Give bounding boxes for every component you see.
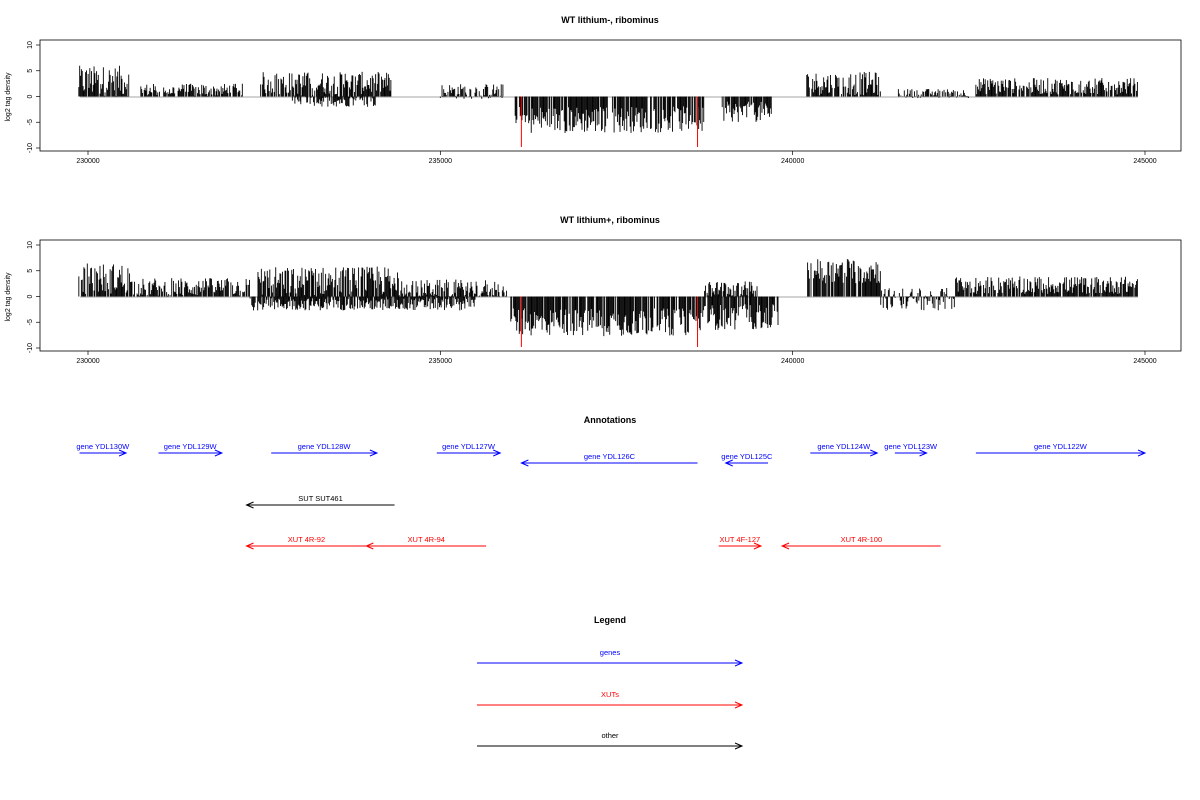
annotation-label: XUT 4R-94 — [408, 535, 445, 544]
density-bars — [78, 65, 1138, 133]
legend-items: genes XUTs other — [477, 648, 744, 750]
x-tick-label: 240000 — [781, 358, 804, 365]
annotation-label: gene YDL122W — [1034, 442, 1088, 451]
feature-arrowhead — [919, 449, 928, 457]
y-axis: 10 5 0 -5 -10 — [27, 241, 40, 353]
x-axis: 230000 235000 240000 245000 — [76, 151, 1157, 165]
panel-title: WT lithium+, ribominus — [560, 215, 660, 225]
y-tick-label: 10 — [27, 41, 34, 49]
legend-label: genes — [600, 648, 621, 657]
y-tick-label: -10 — [27, 143, 34, 153]
annotation-label: XUT 4R-100 — [841, 535, 883, 544]
x-tick-label: 230000 — [76, 158, 99, 165]
x-tick-label: 235000 — [429, 158, 452, 165]
annotation-feature: gene YDL122W — [975, 442, 1147, 457]
annotation-label: gene YDL126C — [584, 452, 636, 461]
x-tick-label: 245000 — [1133, 158, 1156, 165]
feature-arrowhead — [724, 459, 733, 467]
x-tick-label: 230000 — [76, 358, 99, 365]
y-axis-label: log2 tag density — [5, 272, 12, 322]
y-tick-label: 5 — [27, 69, 34, 73]
legend-label: XUTs — [601, 690, 619, 699]
feature-arrowhead — [1137, 449, 1147, 457]
feature-arrowhead — [734, 701, 744, 709]
legend: Legend genes XUTs other — [477, 615, 744, 750]
feature-arrowhead — [214, 449, 224, 457]
y-axis-label: log2 tag density — [5, 72, 12, 122]
panel-title: WT lithium-, ribominus — [561, 15, 659, 25]
plot-frame — [39, 239, 1182, 352]
x-axis: 230000 235000 240000 245000 — [76, 351, 1157, 365]
legend-item: XUTs — [477, 690, 744, 709]
density-bars — [78, 259, 1138, 337]
x-tick-label: 235000 — [429, 358, 452, 365]
legend-item: genes — [477, 648, 744, 667]
legend-title: Legend — [594, 615, 626, 625]
annotation-feature: XUT 4R-92 — [245, 535, 367, 550]
annotation-feature: XUT 4F-127 — [718, 535, 763, 550]
y-tick-label: 5 — [27, 269, 34, 273]
boundary-markers — [520, 96, 699, 147]
annotation-label: XUT 4R-92 — [288, 535, 325, 544]
feature-arrowhead — [520, 459, 529, 467]
y-tick-label: -5 — [27, 119, 34, 125]
boundary-markers — [520, 296, 699, 347]
annotation-label: gene YDL124W — [817, 442, 871, 451]
feature-arrowhead — [780, 542, 790, 550]
feature-arrowhead — [245, 542, 254, 550]
annotation-feature: gene YDL126C — [520, 452, 698, 467]
y-tick-label: 0 — [27, 294, 34, 298]
y-tick-label: -10 — [27, 343, 34, 353]
annotation-feature: gene YDL127W — [436, 442, 502, 457]
annotation-label: SUT SUT461 — [298, 494, 342, 503]
annotation-label: gene YDL127W — [442, 442, 496, 451]
feature-arrowhead — [245, 501, 254, 509]
feature-arrowhead — [734, 659, 744, 667]
feature-arrowhead — [369, 449, 379, 457]
feature-arrowhead — [118, 449, 128, 457]
annotation-feature: XUT 4R-94 — [365, 535, 487, 550]
annotation-feature: gene YDL128W — [271, 442, 379, 457]
legend-label: other — [601, 731, 619, 740]
legend-item: other — [477, 731, 744, 750]
annotation-label: XUT 4F-127 — [719, 535, 760, 544]
annotation-features: gene YDL130W gene YDL129W gene YDL128W gene… — [76, 442, 1147, 550]
y-axis: 10 5 0 -5 -10 — [27, 41, 40, 153]
annotation-feature: gene YDL130W — [76, 442, 130, 457]
feature-arrowhead — [753, 542, 763, 550]
annotation-label: gene YDL123W — [884, 442, 938, 451]
x-tick-label: 245000 — [1133, 358, 1156, 365]
feature-arrowhead — [734, 742, 744, 750]
annotation-feature: gene YDL129W — [158, 442, 224, 457]
annotation-feature: SUT SUT461 — [245, 494, 395, 509]
y-tick-label: 10 — [27, 241, 34, 249]
annotation-label: gene YDL125C — [721, 452, 773, 461]
plot-frame — [39, 39, 1182, 152]
annotation-feature: gene YDL123W — [884, 442, 938, 457]
annotation-feature: gene YDL125C — [721, 452, 773, 467]
annotation-label: gene YDL128W — [298, 442, 352, 451]
annotation-label: gene YDL130W — [76, 442, 130, 451]
y-tick-label: -5 — [27, 319, 34, 325]
annotation-label: gene YDL129W — [164, 442, 218, 451]
y-tick-label: 0 — [27, 94, 34, 98]
annotations-panel: Annotations gene YDL130W gene YDL129W gene… — [76, 415, 1147, 550]
annotation-feature: XUT 4R-100 — [780, 535, 941, 550]
feature-arrowhead — [365, 542, 374, 550]
feature-arrowhead — [870, 449, 879, 457]
feature-arrowhead — [493, 449, 502, 457]
annotation-feature: gene YDL124W — [810, 442, 879, 457]
x-tick-label: 240000 — [781, 158, 804, 165]
annotations-title: Annotations — [584, 415, 637, 425]
